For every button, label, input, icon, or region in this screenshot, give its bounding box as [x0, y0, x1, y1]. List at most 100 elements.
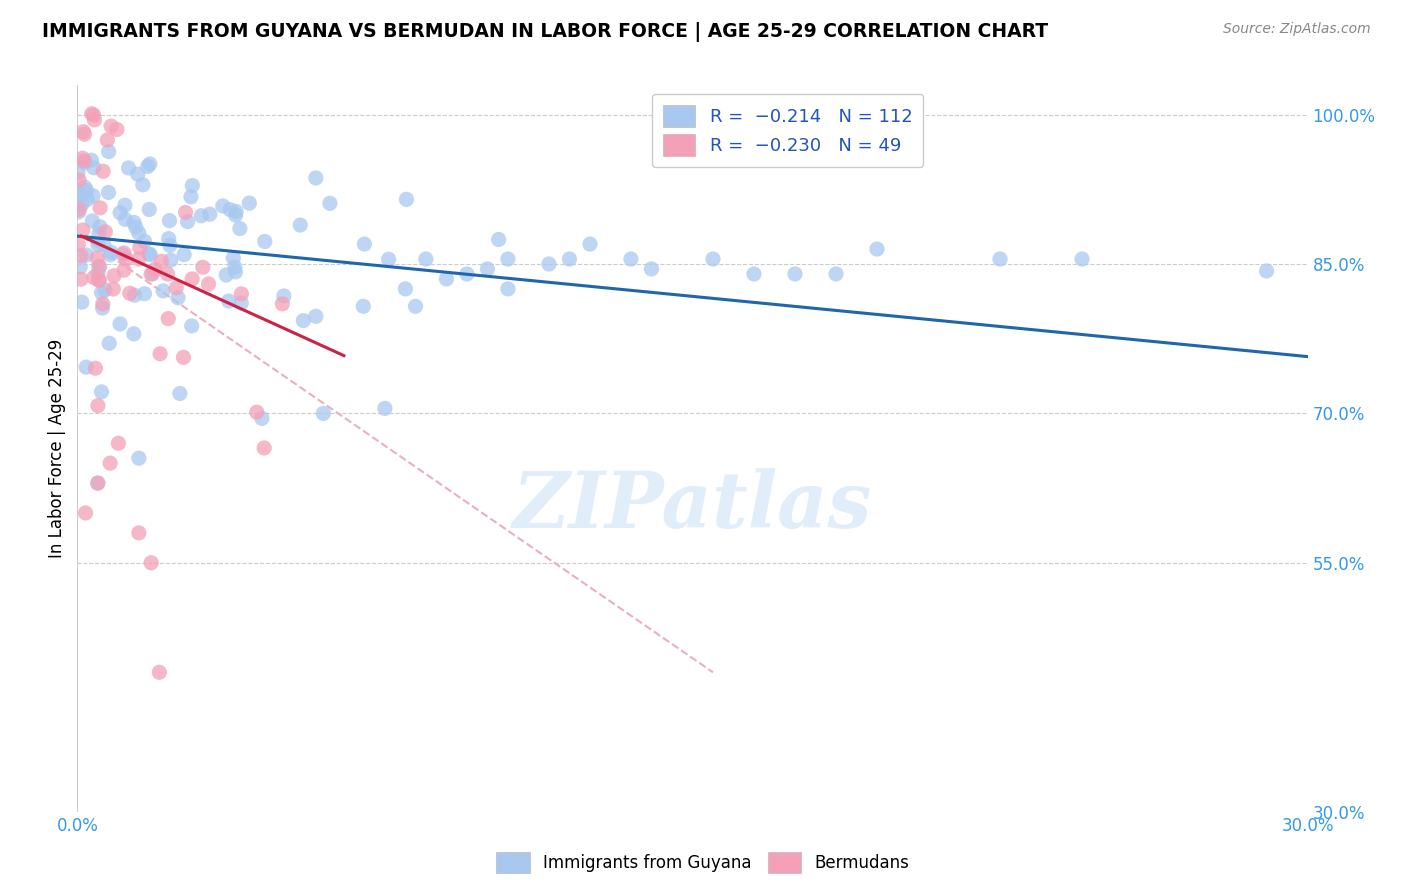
Point	[395, 192, 418, 206]
Point	[141, 556, 163, 570]
Point	[134, 234, 156, 248]
Point	[159, 238, 181, 252]
Point	[405, 299, 427, 313]
Point	[97, 186, 120, 200]
Point	[180, 190, 202, 204]
Point	[215, 268, 238, 282]
Point	[169, 386, 191, 401]
Point	[87, 237, 110, 252]
Point	[80, 153, 103, 168]
Point	[89, 219, 111, 234]
Point	[83, 270, 105, 285]
Point	[87, 399, 110, 413]
Point	[159, 213, 181, 227]
Point	[225, 208, 247, 222]
Point	[112, 263, 135, 277]
Point	[108, 317, 131, 331]
Point	[70, 272, 93, 286]
Point	[139, 247, 162, 261]
Point	[66, 188, 89, 202]
Legend: R =  −0.214   N = 112, R =  −0.230   N = 49: R = −0.214 N = 112, R = −0.230 N = 49	[652, 94, 924, 167]
Point	[125, 220, 148, 235]
Point	[94, 283, 117, 297]
Point	[246, 405, 269, 419]
Point	[477, 262, 499, 277]
Point	[93, 237, 115, 252]
Point	[91, 164, 114, 178]
Point	[100, 119, 122, 133]
Point	[96, 133, 118, 147]
Point	[180, 318, 202, 333]
Point	[103, 282, 125, 296]
Point	[138, 247, 160, 261]
Point	[224, 260, 246, 275]
Point	[238, 196, 260, 211]
Point	[138, 202, 160, 217]
Point	[73, 156, 96, 170]
Point	[90, 285, 112, 300]
Point	[222, 251, 245, 265]
Y-axis label: In Labor Force | Age 25-29: In Labor Force | Age 25-29	[48, 339, 66, 558]
Point	[87, 266, 110, 280]
Point	[148, 665, 170, 680]
Point	[352, 299, 374, 313]
Point	[156, 267, 179, 281]
Point	[124, 288, 146, 302]
Point	[90, 384, 112, 399]
Point	[70, 187, 93, 202]
Point	[142, 267, 165, 281]
Point	[197, 277, 219, 291]
Point	[165, 281, 187, 295]
Point	[111, 247, 134, 261]
Point	[353, 237, 375, 252]
Point	[159, 253, 181, 268]
Point	[98, 248, 121, 262]
Point	[191, 260, 214, 275]
Point	[271, 297, 294, 311]
Point	[167, 291, 190, 305]
Point	[305, 310, 328, 324]
Point	[253, 441, 276, 455]
Point	[305, 171, 328, 186]
Point	[67, 173, 90, 187]
Point	[89, 260, 111, 274]
Point	[72, 223, 94, 237]
Point	[82, 189, 104, 203]
Point	[198, 207, 221, 221]
Point	[117, 161, 139, 175]
Point	[86, 251, 108, 265]
Point	[783, 267, 806, 281]
Point	[83, 161, 105, 175]
Point	[122, 326, 145, 341]
Point	[292, 313, 315, 327]
Point	[76, 184, 98, 198]
Point	[128, 226, 150, 240]
Point	[75, 248, 97, 262]
Point	[224, 265, 246, 279]
Point	[250, 411, 273, 425]
Point	[103, 268, 125, 283]
Point	[67, 205, 90, 219]
Point	[139, 157, 162, 171]
Point	[84, 361, 107, 376]
Point	[143, 262, 166, 277]
Point	[66, 165, 89, 179]
Point	[82, 214, 104, 228]
Point	[115, 252, 138, 266]
Point	[94, 225, 117, 239]
Point	[181, 178, 204, 193]
Point	[128, 525, 150, 540]
Point	[118, 286, 141, 301]
Point	[149, 347, 172, 361]
Point	[67, 237, 90, 252]
Point	[72, 125, 94, 139]
Point	[152, 284, 174, 298]
Point	[107, 436, 129, 450]
Point	[172, 351, 194, 365]
Point	[98, 336, 121, 351]
Point	[1256, 264, 1278, 278]
Text: Source: ZipAtlas.com: Source: ZipAtlas.com	[1223, 22, 1371, 37]
Point	[415, 252, 437, 266]
Point	[98, 456, 121, 470]
Point	[89, 273, 111, 287]
